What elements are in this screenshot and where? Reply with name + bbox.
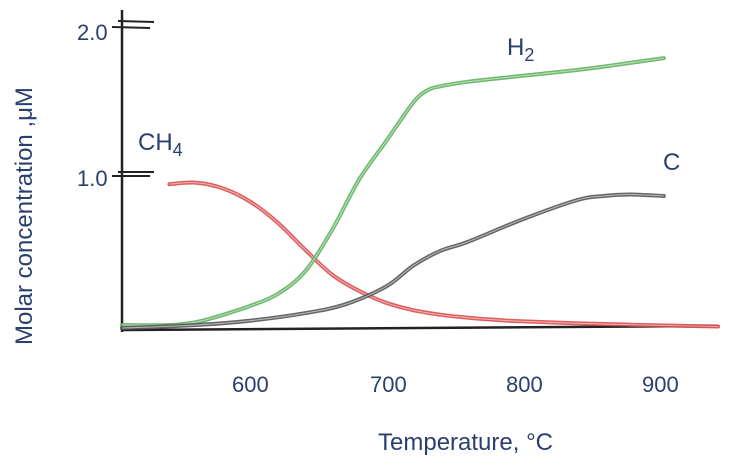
series-line-highlight-ch4	[169, 182, 719, 327]
series-label-h2-main: H	[507, 34, 524, 61]
x-tick-label-600: 600	[232, 372, 269, 397]
y-tick-label-1: 1.0	[77, 166, 108, 191]
series-label-h2: H2	[507, 34, 534, 65]
x-tick-label-800: 800	[506, 372, 543, 397]
series-label-h2-sub: 2	[524, 45, 534, 65]
series-line-highlight-c	[121, 193, 664, 329]
x-tick-label-900: 900	[642, 372, 679, 397]
x-axis	[121, 324, 719, 332]
y-axis-label: Molar concentration ,μM	[11, 87, 38, 345]
series-label-c: C	[663, 149, 680, 176]
series-line-highlight-h2	[121, 57, 664, 326]
series-lines	[120, 56, 720, 330]
series-label-ch4-main: CH	[138, 129, 173, 156]
x-axis-label: Temperature, °C	[378, 429, 553, 456]
series-label-ch4: CH4	[138, 129, 183, 160]
y-tick-mark-1	[112, 171, 154, 177]
x-tick-label-700: 700	[370, 372, 407, 397]
y-tick-label-2: 2.0	[77, 20, 108, 45]
y-tick-mark-2	[111, 20, 155, 29]
series-line-c	[120, 192, 666, 330]
series-label-ch4-sub: 4	[173, 140, 183, 160]
series-line-h2	[120, 56, 666, 328]
